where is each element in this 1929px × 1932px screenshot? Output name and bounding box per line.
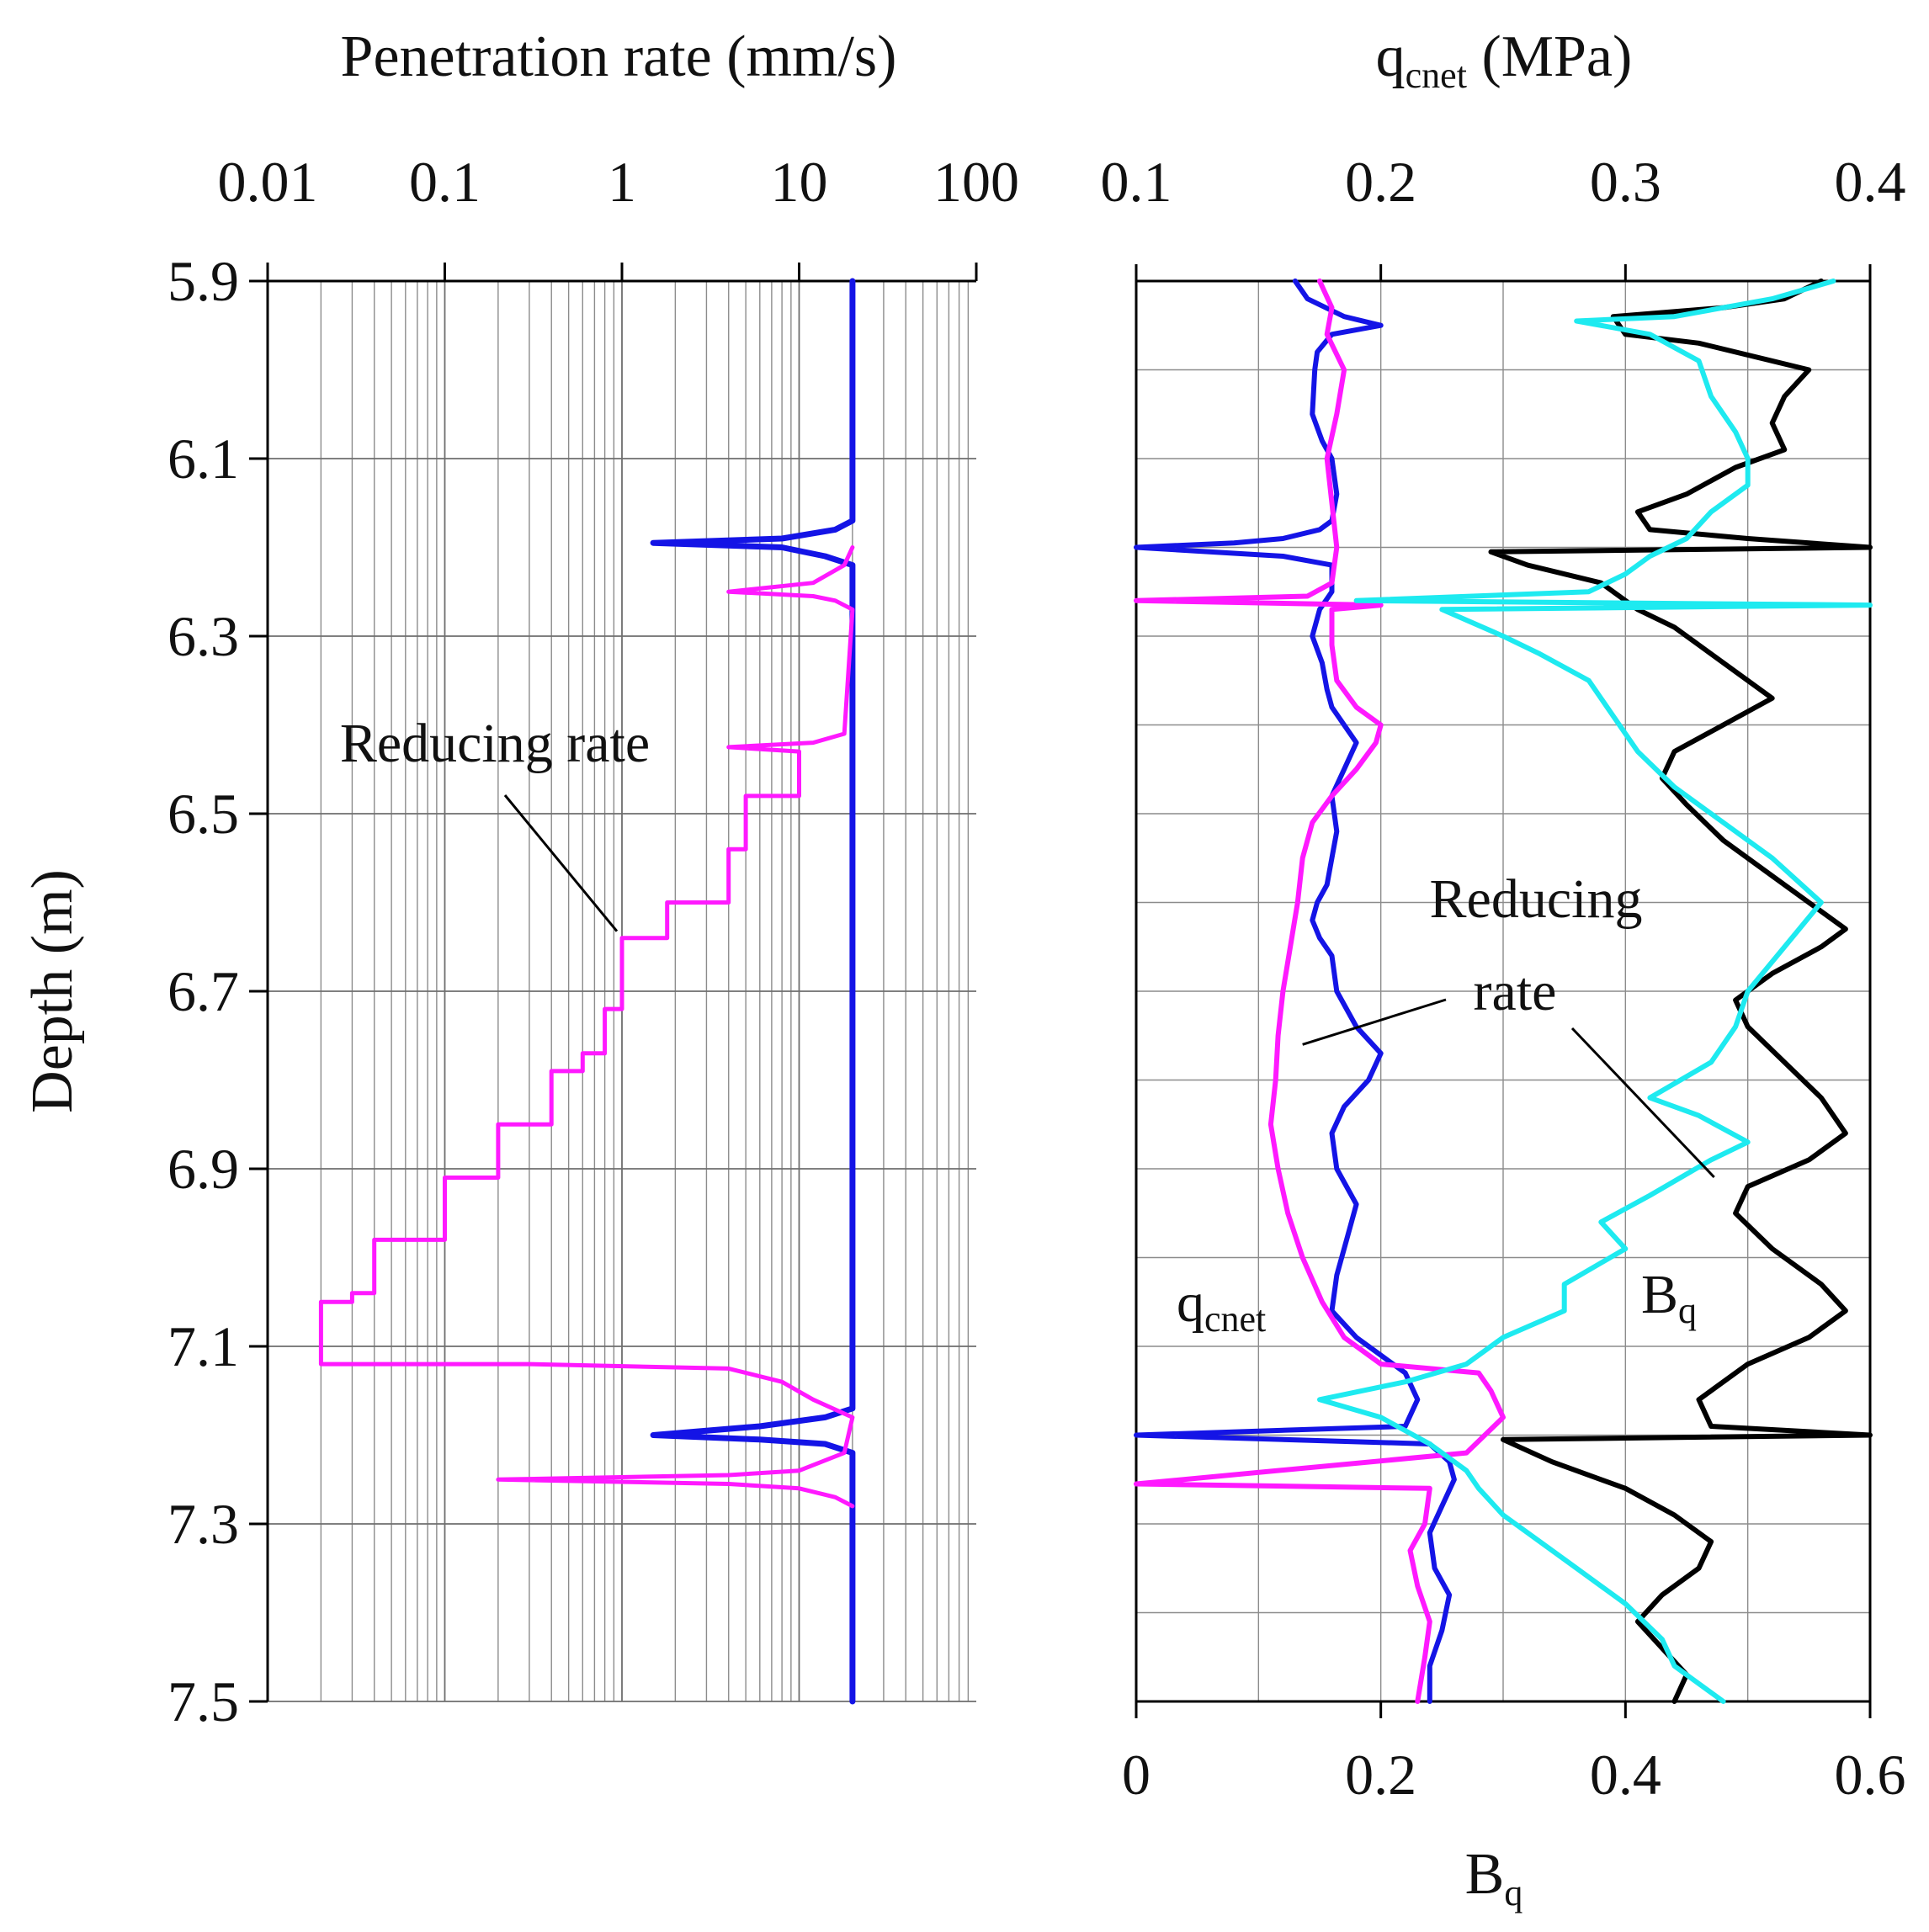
- y-tick-label: 6.1: [167, 427, 239, 491]
- series-line-Bq-constant-rate: [1488, 279, 1873, 1704]
- x-tick-label: 0.01: [218, 150, 318, 214]
- x-top-tick-label: 0.3: [1590, 150, 1661, 214]
- annotation-rate: rate: [1474, 961, 1557, 1022]
- x-bottom-axis-title: Bq: [1465, 1842, 1523, 1913]
- y-tick-label: 7.3: [167, 1492, 239, 1556]
- series-line-constant-rate: [650, 278, 856, 1705]
- left-panel-penetration-rate: 0.01 0.1 1 10 100 5.9 6.1 6.3 6.5 6.7 6.9 7.1 7.3 7.5…: [20, 24, 1019, 1733]
- x-tick-label: 100: [933, 150, 1019, 214]
- x-top-tick-label: 0.2: [1345, 150, 1416, 214]
- y-tick-label: 5.9: [167, 249, 239, 313]
- x-top-axis-title-unit: (MPa): [1467, 24, 1632, 89]
- y-axis-title: Depth (m): [20, 869, 85, 1113]
- x-tick-label: 10: [771, 150, 828, 214]
- annotation-reducing-rate: Reducing rate: [340, 713, 650, 774]
- bq-label-subscript: q: [1678, 1290, 1697, 1331]
- x-bottom-tick-label: 0: [1122, 1743, 1150, 1807]
- series-line-qcnet-constant-rate: [1134, 279, 1457, 1704]
- y-tick-label: 6.5: [167, 782, 239, 846]
- y-tick-label: 7.5: [167, 1669, 239, 1733]
- bq-label-symbol: B: [1641, 1264, 1678, 1325]
- x-top-axis-title: qcnet (MPa): [1376, 24, 1633, 96]
- y-tick-label: 7.1: [167, 1314, 239, 1378]
- plot-frame: [1135, 279, 1872, 1703]
- y-tick-label: 6.3: [167, 604, 239, 668]
- y-tick-label: 6.9: [167, 1137, 239, 1201]
- series-line-Bq-reducing-rate: [1317, 279, 1873, 1704]
- series-line-qcnet-reducing-rate: [1134, 279, 1506, 1704]
- x-tick-label: 1: [608, 150, 636, 214]
- annotation-bq-label: Bq: [1641, 1264, 1697, 1331]
- x-bottom-tick-label: 0.6: [1835, 1743, 1906, 1807]
- annotation-leader-bq: [1570, 1027, 1715, 1179]
- x-bottom-axis-title-symbol: B: [1465, 1842, 1505, 1907]
- x-bottom-axis-title-subscript: q: [1504, 1872, 1522, 1913]
- annotation-leader-line: [503, 794, 619, 932]
- qcnet-label-symbol: q: [1177, 1272, 1204, 1334]
- x-top-axis-title-subscript: cnet: [1406, 55, 1467, 96]
- x-top-tick-label: 0.1: [1101, 150, 1172, 214]
- series-line-reducing-rate: [318, 545, 855, 1509]
- x-top-tick-label: 0.4: [1835, 150, 1906, 214]
- annotation-leader-qcnet: [1302, 998, 1447, 1046]
- annotation-qcnet-label: qcnet: [1177, 1272, 1266, 1340]
- y-tick-label: 6.7: [167, 959, 239, 1023]
- x-top-axis-title-symbol: q: [1376, 24, 1406, 89]
- x-bottom-tick-label: 0.2: [1345, 1743, 1416, 1807]
- annotation-reducing: Reducing: [1430, 868, 1643, 930]
- qcnet-label-subscript: cnet: [1204, 1298, 1266, 1340]
- x-tick-label: 0.1: [409, 150, 481, 214]
- x-bottom-tick-label: 0.4: [1590, 1743, 1661, 1807]
- x-axis-title: Penetration rate (mm/s): [341, 24, 897, 89]
